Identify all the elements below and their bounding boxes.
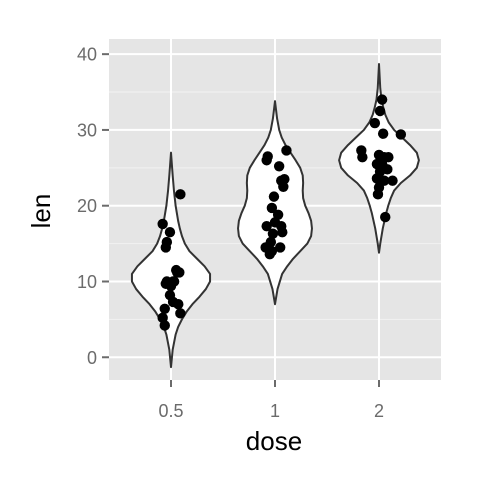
data-point: [159, 303, 170, 314]
data-point: [261, 220, 272, 232]
data-point: [380, 211, 391, 223]
data-point: [175, 308, 186, 319]
data-point: [262, 151, 273, 162]
y-tick-label: 10: [77, 272, 97, 292]
x-axis: 0.5 1 2: [158, 380, 384, 421]
data-point: [383, 152, 394, 163]
data-point: [267, 228, 279, 239]
y-axis: 0 10 20 30 40: [77, 45, 109, 368]
data-point: [161, 236, 173, 248]
data-point: [269, 217, 281, 228]
data-point: [164, 289, 176, 301]
data-point: [171, 264, 182, 276]
data-point: [377, 128, 389, 139]
data-point: [387, 175, 398, 186]
data-point: [266, 202, 278, 214]
data-point: [357, 152, 368, 163]
data-point: [278, 181, 289, 192]
data-points: [157, 94, 407, 331]
data-point: [281, 145, 292, 156]
data-point: [273, 161, 285, 172]
y-tick-label: 20: [77, 196, 97, 216]
violin-1: [237, 100, 313, 306]
data-point: [268, 191, 280, 202]
data-point: [264, 249, 275, 260]
data-point: [369, 117, 381, 129]
data-point: [277, 227, 288, 238]
x-tick-label: 2: [374, 401, 384, 421]
data-point: [395, 129, 407, 140]
x-tick-label: 1: [270, 401, 280, 421]
data-point: [168, 276, 180, 287]
data-point: [376, 94, 388, 105]
y-tick-label: 0: [87, 348, 97, 368]
data-point: [157, 218, 168, 230]
data-point: [173, 299, 184, 310]
data-point: [175, 189, 186, 200]
data-point: [372, 189, 384, 200]
y-tick-label: 30: [77, 120, 97, 140]
x-axis-title: dose: [246, 426, 302, 456]
data-point: [164, 227, 176, 238]
data-point: [374, 105, 386, 117]
data-point: [157, 312, 168, 324]
data-point: [275, 242, 286, 253]
x-tick-label: 0.5: [158, 401, 183, 421]
y-tick-label: 40: [77, 45, 97, 65]
y-axis-title: len: [26, 194, 56, 229]
violin-0.5: [130, 151, 212, 369]
